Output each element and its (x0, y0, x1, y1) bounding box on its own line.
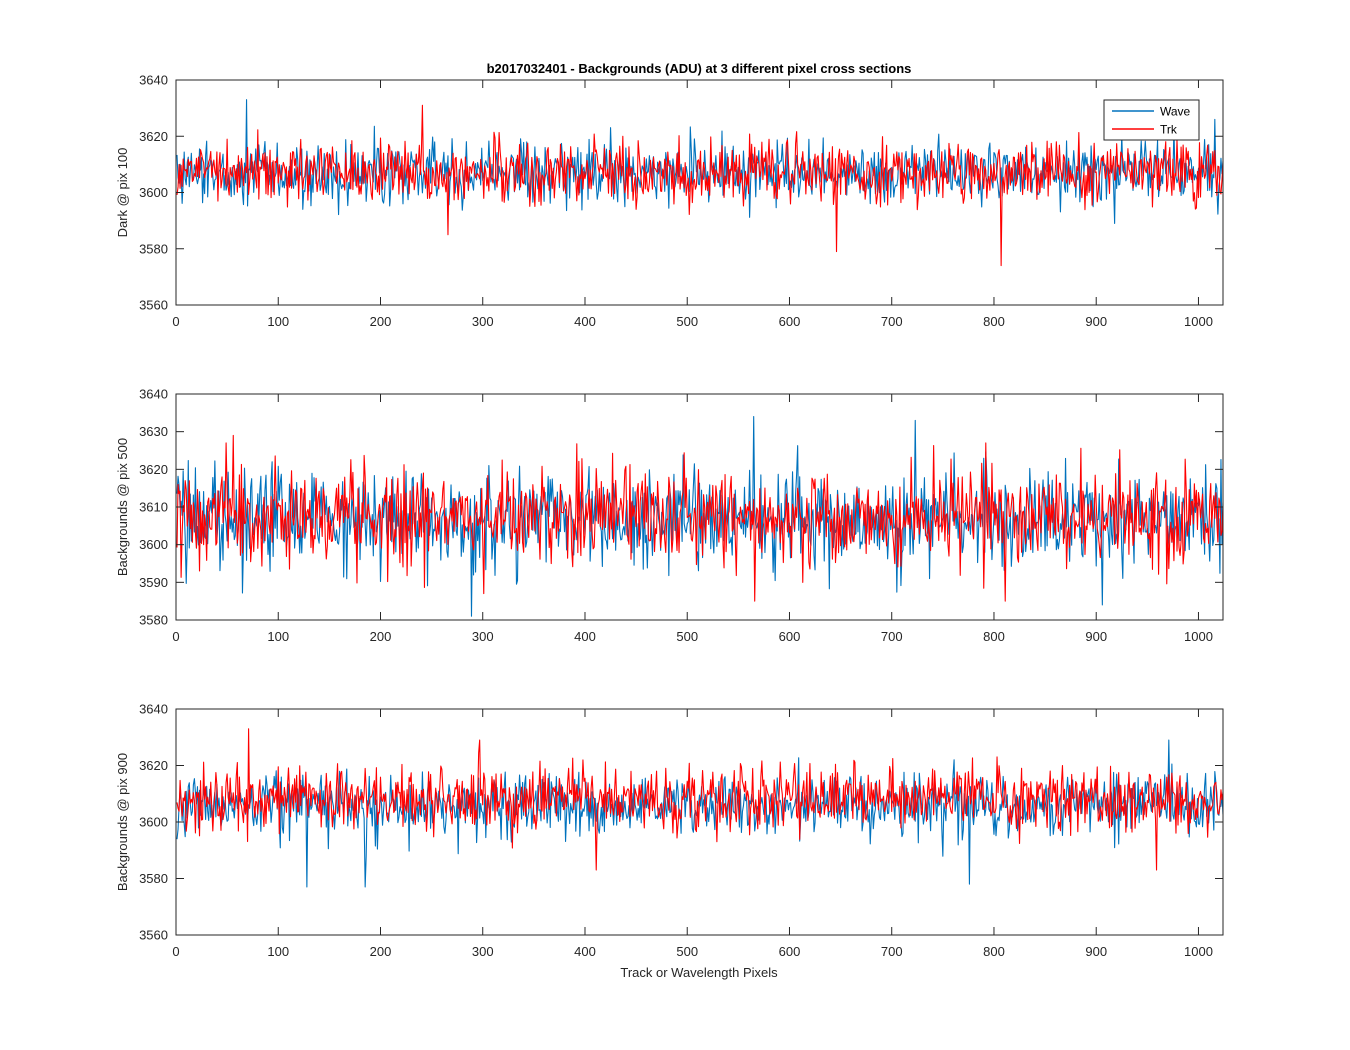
x-tick-label: 700 (881, 314, 903, 329)
x-tick-label: 0 (172, 629, 179, 644)
y-tick-label: 3580 (139, 871, 168, 886)
x-tick-label: 800 (983, 629, 1005, 644)
figure-title: b2017032401 - Backgrounds (ADU) at 3 dif… (487, 61, 912, 76)
x-tick-label: 100 (267, 944, 289, 959)
x-tick-label: 1000 (1184, 314, 1213, 329)
y-tick-label: 3640 (139, 73, 168, 88)
x-tick-label: 1000 (1184, 944, 1213, 959)
x-tick-label: 600 (779, 944, 801, 959)
subplot-1: 0 100 200 300 400 500 600 700 800 900 1000 3560 3580… (115, 73, 1224, 329)
x-tick-label: 500 (676, 314, 698, 329)
legend: Wave Trk (1103, 99, 1200, 141)
legend-box (1103, 99, 1200, 141)
x-tick-label: 200 (370, 944, 392, 959)
subplot-2: 0 100 200 300 400 500 600 700 800 900 1000 3580 3590… (115, 387, 1224, 644)
y-tick-label: 3640 (139, 387, 168, 402)
x-tick-label: 800 (983, 314, 1005, 329)
x-tick-label: 500 (676, 944, 698, 959)
y-tick-label: 3620 (139, 129, 168, 144)
y-tick-label: 3640 (139, 702, 168, 717)
x-tick-label: 400 (574, 944, 596, 959)
series-line-trk (176, 104, 1223, 267)
x-tick-label: 200 (370, 629, 392, 644)
legend-label-trk: Trk (1160, 123, 1178, 137)
x-axis-label: Track or Wavelength Pixels (620, 965, 778, 980)
y-axis-label: Backgrounds @ pix 900 (115, 753, 130, 891)
y-tick-label: 3620 (139, 758, 168, 773)
x-tick-label: 900 (1085, 944, 1107, 959)
subplot-3: 0 100 200 300 400 500 600 700 800 900 1000 3560 3580… (115, 702, 1224, 959)
y-axis-label: Dark @ pix 100 (115, 148, 130, 238)
y-axis-label: Backgrounds @ pix 500 (115, 438, 130, 576)
series-line-trk (176, 434, 1223, 602)
y-tick-label: 3620 (139, 462, 168, 477)
y-tick-label: 3600 (139, 537, 168, 552)
x-tick-label: 700 (881, 944, 903, 959)
y-tick-label: 3560 (139, 928, 168, 943)
x-tick-label: 300 (472, 944, 494, 959)
y-tick-label: 3600 (139, 185, 168, 200)
axes-layer: 0 100 200 300 400 500 600 700 800 900 100035603580… (115, 73, 1224, 959)
y-tick-label: 3610 (139, 500, 168, 515)
x-tick-label: 900 (1085, 314, 1107, 329)
x-tick-label: 800 (983, 944, 1005, 959)
x-tick-label: 600 (779, 314, 801, 329)
x-tick-label: 500 (676, 629, 698, 644)
y-tick-label: 3600 (139, 815, 168, 830)
x-tick-label: 0 (172, 314, 179, 329)
x-tick-label: 300 (472, 629, 494, 644)
y-tick-label: 3630 (139, 424, 168, 439)
y-tick-label: 3560 (139, 298, 168, 313)
legend-label-wave: Wave (1160, 105, 1191, 119)
x-tick-label: 1000 (1184, 629, 1213, 644)
x-tick-label: 400 (574, 629, 596, 644)
x-tick-label: 200 (370, 314, 392, 329)
y-tick-label: 3580 (139, 613, 168, 628)
x-tick-label: 400 (574, 314, 596, 329)
y-tick-label: 3590 (139, 575, 168, 590)
y-tick-label: 3580 (139, 241, 168, 256)
x-tick-label: 900 (1085, 629, 1107, 644)
x-tick-label: 0 (172, 944, 179, 959)
x-tick-label: 300 (472, 314, 494, 329)
x-tick-label: 600 (779, 629, 801, 644)
x-tick-label: 100 (267, 629, 289, 644)
x-tick-label: 700 (881, 629, 903, 644)
x-tick-label: 100 (267, 314, 289, 329)
plot-area (176, 709, 1223, 935)
series-line-trk (176, 728, 1223, 871)
